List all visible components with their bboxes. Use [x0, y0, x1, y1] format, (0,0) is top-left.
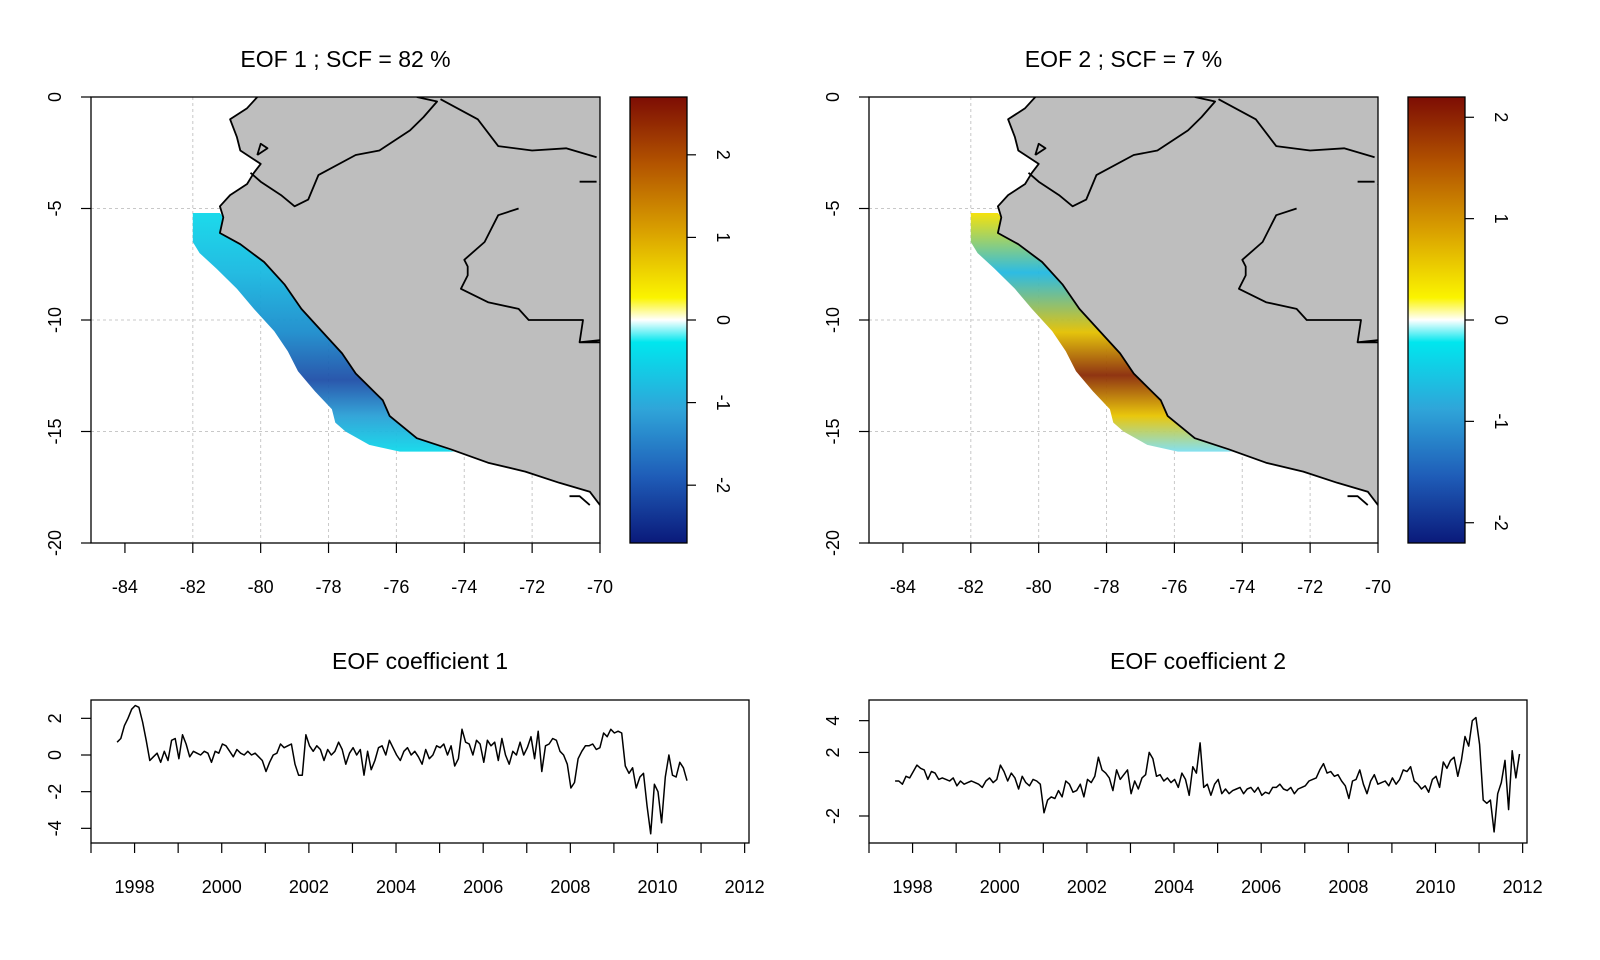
x-tick-label: 2012 — [725, 877, 765, 897]
x-tick-label: 2006 — [463, 877, 503, 897]
y-tick-label: -10 — [823, 307, 843, 333]
x-tick-label: -72 — [1297, 577, 1323, 597]
colorbar — [1408, 97, 1465, 543]
country-border — [1356, 339, 1378, 344]
series-frame — [90, 699, 750, 844]
country-border — [1238, 207, 1362, 343]
colorbar-tick-label: -1 — [1491, 413, 1511, 429]
country-border — [1347, 495, 1369, 506]
map-title: EOF 1 ; SCF = 82 % — [240, 46, 450, 72]
island — [256, 142, 269, 156]
colorbar-tick-label: 0 — [1491, 315, 1511, 325]
island — [1034, 142, 1047, 156]
x-tick-label: -84 — [112, 577, 138, 597]
y-tick-label: 0 — [45, 92, 65, 102]
y-tick-label: 2 — [45, 713, 65, 723]
y-tick-label: 0 — [823, 92, 843, 102]
y-tick-label: -5 — [45, 200, 65, 216]
x-tick-label: 2002 — [1067, 877, 1107, 897]
country-border — [569, 495, 591, 506]
country-border — [459, 207, 584, 343]
country-border — [1218, 98, 1375, 159]
eof-field — [192, 213, 455, 452]
x-tick-label: -84 — [890, 577, 916, 597]
x-tick-label: 1998 — [115, 877, 155, 897]
country-border — [440, 98, 597, 159]
x-tick-label: 1998 — [893, 877, 933, 897]
land-mass — [219, 97, 600, 506]
colorbar-tick-label: 1 — [713, 232, 733, 242]
x-tick-label: 2010 — [637, 877, 677, 897]
x-tick-label: 2010 — [1415, 877, 1455, 897]
x-tick-label: 2006 — [1241, 877, 1281, 897]
map-plot-area — [91, 97, 600, 543]
x-tick-label: -76 — [1161, 577, 1187, 597]
x-tick-label: -78 — [316, 577, 342, 597]
colorbar-tick-label: 2 — [713, 150, 733, 160]
series-line — [116, 704, 688, 835]
y-tick-label: -20 — [823, 530, 843, 556]
country-border — [249, 97, 439, 208]
colorbar — [630, 97, 687, 543]
y-tick-label: -2 — [823, 808, 843, 824]
x-tick-label: -70 — [1365, 577, 1391, 597]
x-tick-label: -78 — [1094, 577, 1120, 597]
map-title: EOF 2 ; SCF = 7 % — [1025, 46, 1222, 72]
y-tick-label: -5 — [823, 200, 843, 216]
y-tick-label: -2 — [45, 784, 65, 800]
y-tick-label: -20 — [45, 530, 65, 556]
y-tick-label: 2 — [823, 747, 843, 757]
series-line — [895, 716, 1521, 833]
x-tick-label: -82 — [180, 577, 206, 597]
map-plot-area — [869, 97, 1378, 543]
eof-coefficient-panel-1: EOF coefficient 1 1998 2000 2002 2004 2006 200… — [45, 648, 765, 897]
x-tick-label: 2000 — [202, 877, 242, 897]
y-tick-label: -15 — [45, 418, 65, 444]
x-tick-label: 2012 — [1503, 877, 1543, 897]
x-tick-label: -80 — [248, 577, 274, 597]
y-tick-label: -10 — [45, 307, 65, 333]
x-tick-label: 2004 — [376, 877, 416, 897]
colorbar-tick-label: -2 — [1491, 515, 1511, 531]
y-tick-label: -4 — [45, 820, 65, 836]
x-tick-label: 2000 — [980, 877, 1020, 897]
land-mass — [997, 97, 1378, 506]
colorbar-tick-label: 0 — [713, 315, 733, 325]
colorbar-tick-label: -1 — [713, 395, 733, 411]
x-tick-label: -70 — [587, 577, 613, 597]
x-tick-label: -72 — [519, 577, 545, 597]
series-frame — [868, 699, 1528, 844]
coastline — [218, 97, 600, 506]
y-tick-label: 0 — [45, 750, 65, 760]
series-title: EOF coefficient 2 — [1110, 648, 1286, 674]
x-tick-label: 2008 — [550, 877, 590, 897]
x-tick-label: 2004 — [1154, 877, 1194, 897]
x-tick-label: -80 — [1026, 577, 1052, 597]
y-tick-label: 4 — [823, 716, 843, 726]
country-border — [578, 339, 600, 344]
colorbar-tick-label: 2 — [1491, 112, 1511, 122]
x-tick-label: 2002 — [289, 877, 329, 897]
eof-coefficient-panel-2: EOF coefficient 2 1998 2000 2002 2004 2006 200… — [823, 648, 1543, 897]
y-tick-label: -15 — [823, 418, 843, 444]
coastline — [997, 97, 1378, 506]
x-tick-label: -74 — [451, 577, 477, 597]
eof-map-panel-2: EOF 2 ; SCF = 7 % -84 -82 -80 -78 -76 -74 -72 -7… — [823, 46, 1511, 597]
series-title: EOF coefficient 1 — [332, 648, 508, 674]
country-border — [1027, 97, 1216, 208]
eof-field — [970, 213, 1233, 452]
x-tick-label: -82 — [958, 577, 984, 597]
colorbar-tick-label: -2 — [713, 477, 733, 493]
colorbar-tick-label: 1 — [1491, 214, 1511, 224]
x-tick-label: -76 — [383, 577, 409, 597]
x-tick-label: -74 — [1229, 577, 1255, 597]
x-tick-label: 2008 — [1328, 877, 1368, 897]
eof-map-panel-1: EOF 1 ; SCF = 82 % -84 -82 -80 -78 -76 -74 -72 -… — [45, 46, 733, 597]
